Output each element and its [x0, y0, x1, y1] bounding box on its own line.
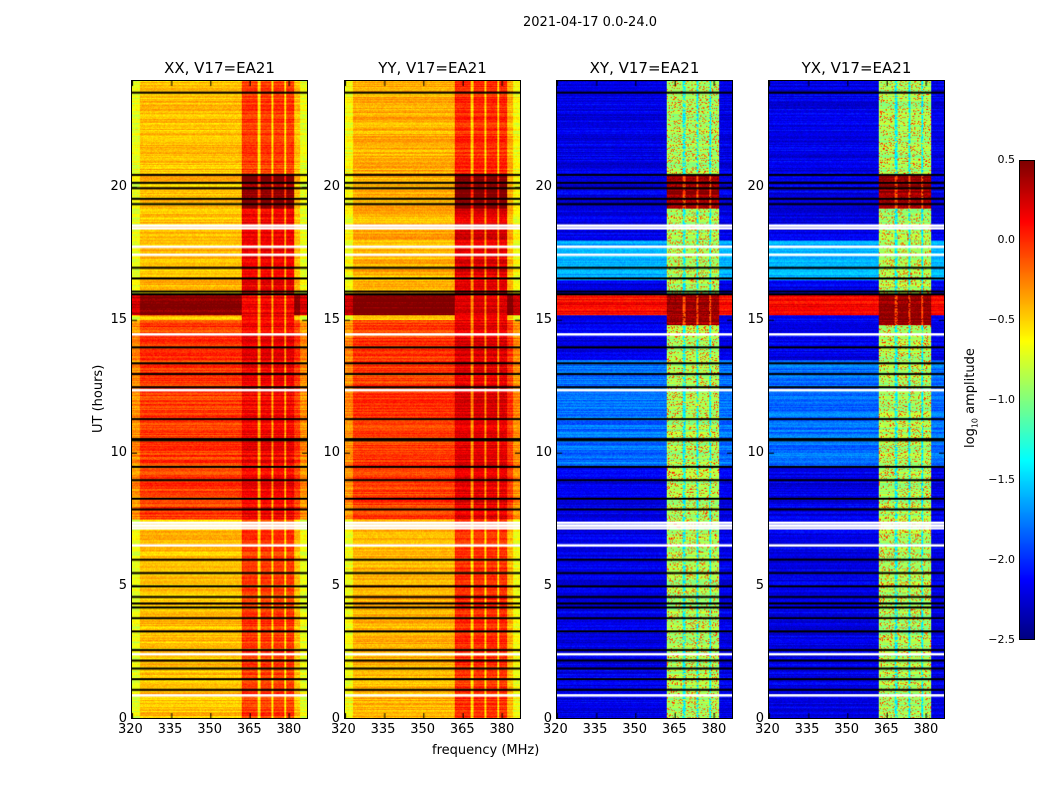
y-axis-label: UT (hours): [91, 364, 106, 433]
heatmap-panel-xx: [131, 80, 308, 719]
colorbar: [1019, 160, 1035, 640]
y-tick-label: 5: [543, 577, 552, 593]
y-tick-label: 0: [543, 711, 552, 726]
y-tick-label: 5: [755, 577, 764, 593]
x-tick-label: 365: [661, 722, 687, 737]
y-tick-label: 10: [323, 444, 340, 460]
colorbar-tick-label: −1.5: [988, 473, 1015, 486]
x-tick-label: 380: [701, 722, 727, 737]
x-tick-label: 365: [236, 722, 262, 737]
heatmap-panel-yx: [768, 80, 945, 719]
heatmap-panel-xy: [556, 80, 733, 719]
y-tick-label: 0: [331, 711, 340, 726]
colorbar-tick-label: −0.5: [988, 313, 1015, 326]
y-tick-label: 0: [118, 711, 127, 726]
y-tick-label: 10: [747, 444, 764, 460]
x-tick-label: 350: [622, 722, 648, 737]
y-tick-label: 20: [110, 178, 127, 194]
heatmap-image: [769, 81, 944, 718]
heatmap-image: [345, 81, 520, 718]
panel-title: YX, V17=EA21: [801, 59, 912, 77]
x-tick-label: 335: [582, 722, 608, 737]
y-tick-label: 20: [747, 178, 764, 194]
colorbar-tick-label: −1.0: [988, 393, 1015, 406]
x-tick-label: 335: [794, 722, 820, 737]
y-tick-label: 20: [535, 178, 552, 194]
panel-title: YY, V17=EA21: [378, 59, 487, 77]
colorbar-tick-label: 0.0: [997, 233, 1016, 246]
y-tick-label: 15: [747, 311, 764, 327]
figure-title: 2021-04-17 0.0-24.0: [523, 15, 657, 30]
x-tick-label: 320: [755, 722, 780, 737]
x-tick-label: 350: [834, 722, 860, 737]
panel-title: XY, V17=EA21: [589, 59, 700, 77]
x-tick-label: 350: [410, 722, 436, 737]
x-tick-label: 380: [913, 722, 939, 737]
x-tick-label: 365: [449, 722, 475, 737]
y-tick-label: 10: [110, 444, 127, 460]
y-tick-label: 15: [535, 311, 552, 327]
heatmap-image: [557, 81, 732, 718]
heatmap-image: [132, 81, 307, 718]
y-tick-label: 10: [535, 444, 552, 460]
y-tick-label: 15: [323, 311, 340, 327]
y-tick-label: 5: [118, 577, 127, 593]
x-tick-label: 335: [370, 722, 396, 737]
y-tick-label: 0: [755, 711, 764, 726]
x-tick-label: 380: [489, 722, 515, 737]
y-tick-label: 5: [331, 577, 340, 593]
y-tick-label: 15: [110, 311, 127, 327]
x-tick-label: 380: [276, 722, 302, 737]
x-tick-label: 320: [331, 722, 356, 737]
x-axis-label: frequency (MHz): [432, 743, 540, 758]
x-tick-label: 350: [197, 722, 223, 737]
y-tick-label: 20: [323, 178, 340, 194]
x-tick-label: 365: [873, 722, 899, 737]
x-tick-label: 320: [543, 722, 568, 737]
colorbar-tick-label: −2.0: [988, 553, 1015, 566]
colorbar-tick-label: 0.5: [997, 153, 1016, 166]
heatmap-panel-yy: [344, 80, 521, 719]
panel-title: XX, V17=EA21: [164, 59, 275, 77]
x-tick-label: 320: [118, 722, 143, 737]
x-tick-label: 335: [157, 722, 183, 737]
colorbar-label: log10 amplitude: [963, 348, 980, 448]
colorbar-tick-label: −2.5: [988, 633, 1015, 646]
